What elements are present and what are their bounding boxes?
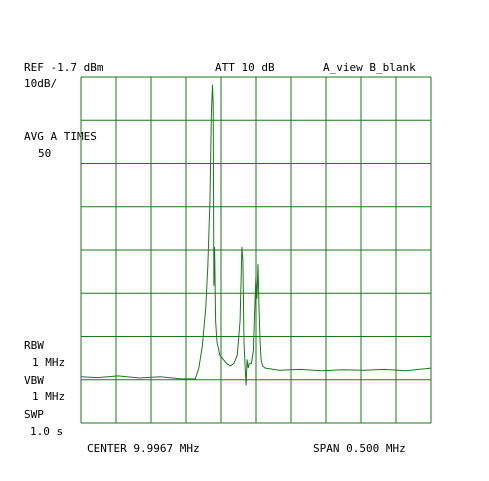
ref-level-label: REF -1.7 dBm [24,61,104,74]
scale-label: 10dB/ [24,77,58,90]
sweep-value: 1.0 s [30,425,64,438]
averaging-label: AVG A TIMES [24,130,97,143]
rbw-value: 1 MHz [32,356,66,369]
attenuation-label: ATT 10 dB [215,61,275,74]
plot-grid [80,76,432,424]
averaging-value: 50 [38,147,52,160]
vbw-value: 1 MHz [32,390,66,403]
sweep-label: SWP [24,408,44,421]
trace-view-label: A_view B_blank [323,61,416,74]
rbw-label: RBW [24,339,44,352]
center-frequency-label: CENTER 9.9967 MHz [87,442,200,455]
span-label: SPAN 0.500 MHz [313,442,406,455]
spectrum-trace [80,84,432,386]
vbw-label: VBW [24,374,44,387]
